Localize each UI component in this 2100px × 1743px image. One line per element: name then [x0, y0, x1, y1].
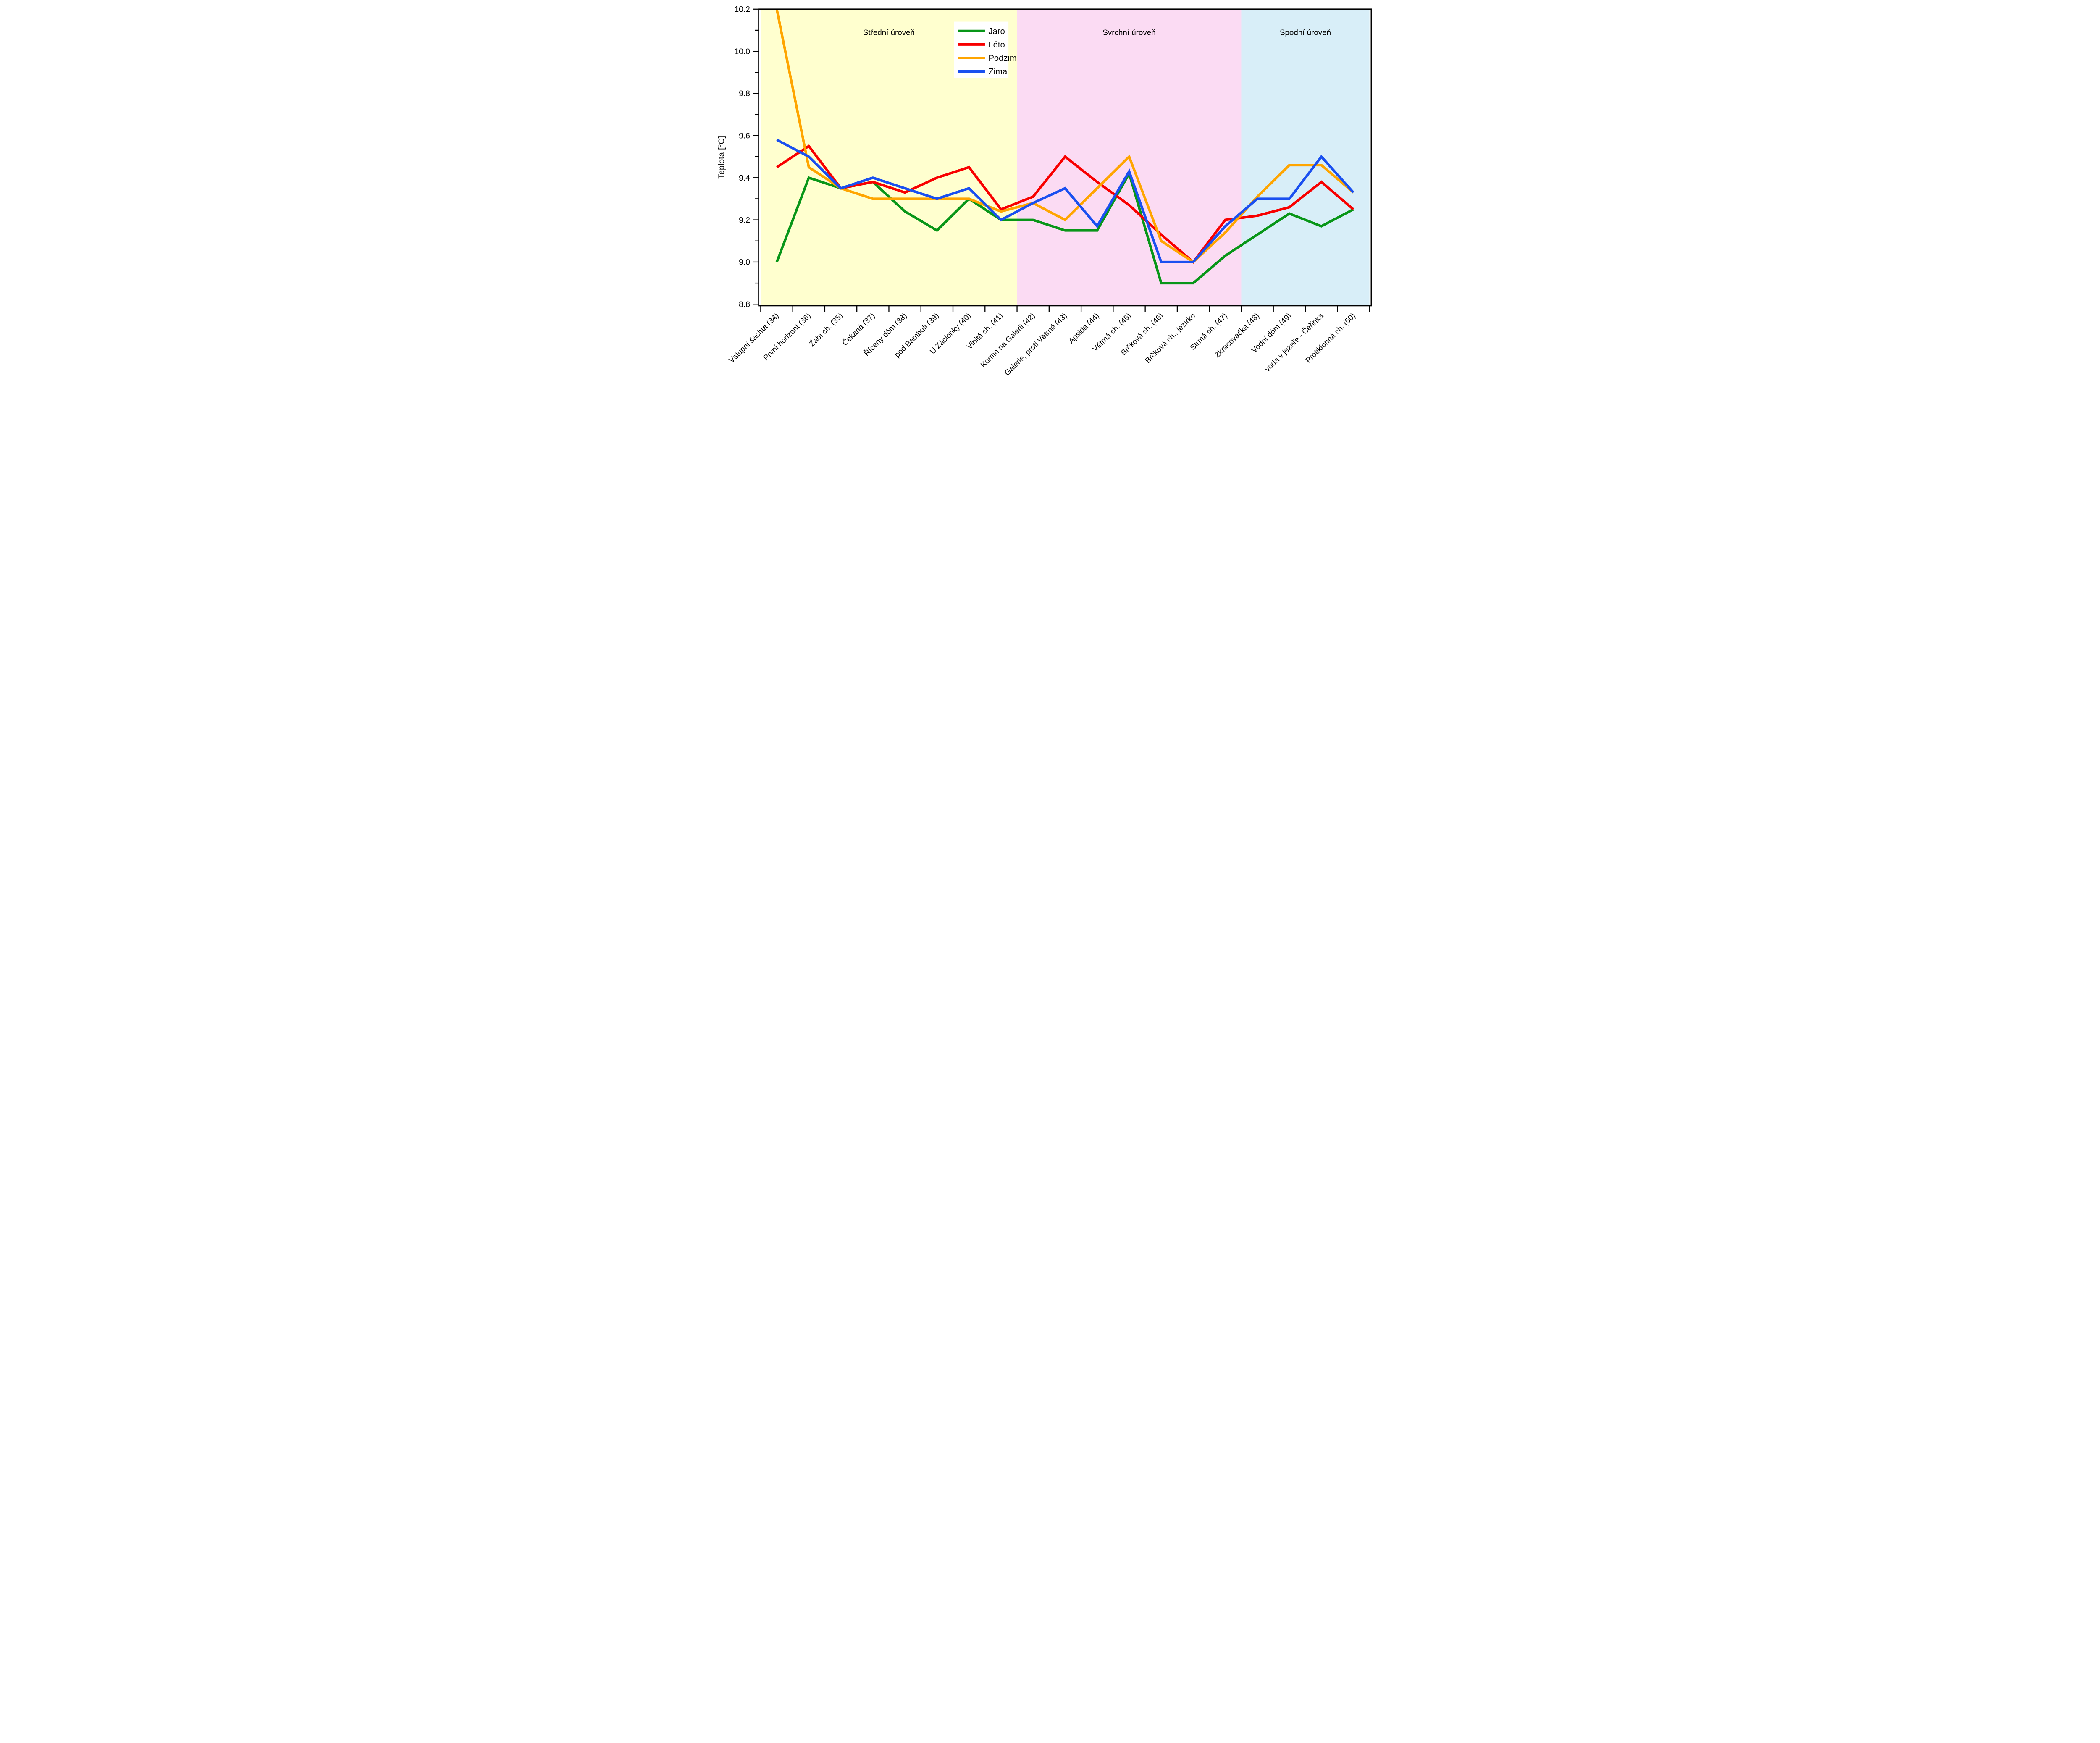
y-axis-title: Teplota [°C]	[717, 136, 726, 179]
y-tick-label: 9.0	[739, 258, 750, 267]
x-tick-label: Čekaná (37)	[840, 311, 877, 347]
x-tick-label: Komín na Galerii (42)	[979, 311, 1037, 369]
x-tick-label: Apsida (44)	[1067, 311, 1101, 345]
x-tick-label: voda v jezeře - Čeřinka	[1263, 311, 1326, 373]
series-line-podzim	[775, 9, 1354, 264]
series-line-leto	[776, 144, 1354, 264]
legend-label-zima: Zima	[988, 67, 1008, 76]
y-tick-label: 9.8	[739, 89, 750, 98]
region-spodni-uroven	[1241, 9, 1370, 306]
legend-label-leto: Léto	[988, 40, 1005, 50]
x-tick-label: Galerie, proti Větrné (43)	[1003, 311, 1068, 377]
legend-label-jaro: Jaro	[988, 27, 1005, 36]
region-title-svrchni-uroven: Svrchní úroveň	[1102, 28, 1155, 37]
y-tick-label: 10.2	[734, 5, 750, 14]
y-tick-label: 10.0	[734, 47, 750, 56]
region-title-spodni-uroven: Spodní úroveň	[1280, 28, 1331, 37]
y-tick-label: 9.6	[739, 132, 750, 141]
legend-label-podzim: Podzim	[988, 54, 1016, 63]
y-tick-label: 8.8	[739, 300, 750, 309]
y-tick-label: 9.2	[739, 216, 750, 225]
region-title-stredni-uroven: Střední úroveň	[863, 28, 915, 37]
series-line-zima	[776, 139, 1354, 263]
x-tick-label: Žabí ch. (35)	[807, 311, 844, 348]
plot-frame	[758, 8, 1372, 307]
figure-wrapper: 8.8 9.0 9.2 9.4 9.6 9.8 10.0 10.2 Vstupní šachta…	[714, 0, 1386, 402]
y-tick-label: 9.4	[739, 174, 750, 183]
